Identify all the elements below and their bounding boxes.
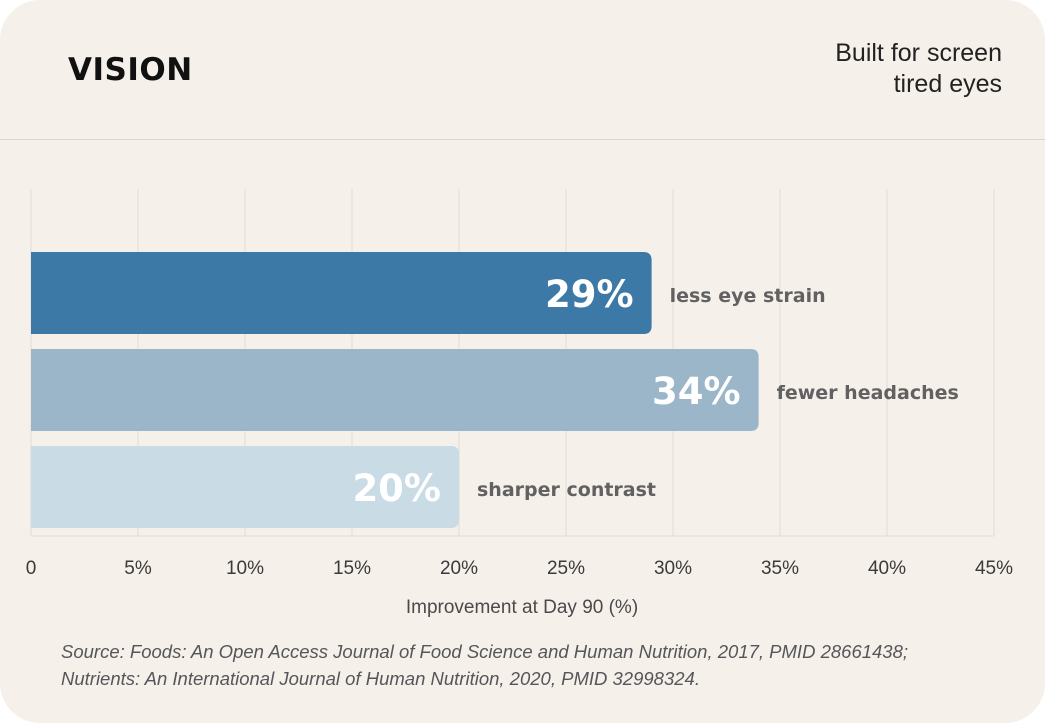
x-tick-label: 0	[26, 558, 37, 579]
x-tick-label: 10%	[226, 558, 264, 579]
x-tick-label: 5%	[124, 558, 152, 579]
x-tick-label: 25%	[547, 558, 585, 579]
x-tick-label: 15%	[333, 558, 371, 579]
bar-value-label: 34%	[652, 370, 741, 413]
bar	[31, 446, 459, 528]
bar-value-label: 29%	[545, 273, 634, 316]
x-tick-label: 45%	[975, 558, 1013, 579]
header-divider	[0, 139, 1045, 140]
bar-category-label: less eye strain	[670, 285, 826, 307]
x-tick-label: 20%	[440, 558, 478, 579]
x-axis-title: Improvement at Day 90 (%)	[406, 597, 638, 618]
bar-value-label: 20%	[352, 467, 441, 510]
bar-category-label: sharper contrast	[477, 479, 656, 501]
tagline: Built for screen tired eyes	[835, 39, 1002, 98]
page-title: VISION	[68, 52, 193, 88]
x-tick-label: 35%	[761, 558, 799, 579]
source-citation: Source: Foods: An Open Access Journal of…	[61, 641, 909, 689]
bar	[31, 349, 759, 431]
bar-category-label: fewer headaches	[777, 382, 959, 404]
x-tick-label: 30%	[654, 558, 692, 579]
bar	[31, 252, 652, 334]
x-tick-label: 40%	[868, 558, 906, 579]
